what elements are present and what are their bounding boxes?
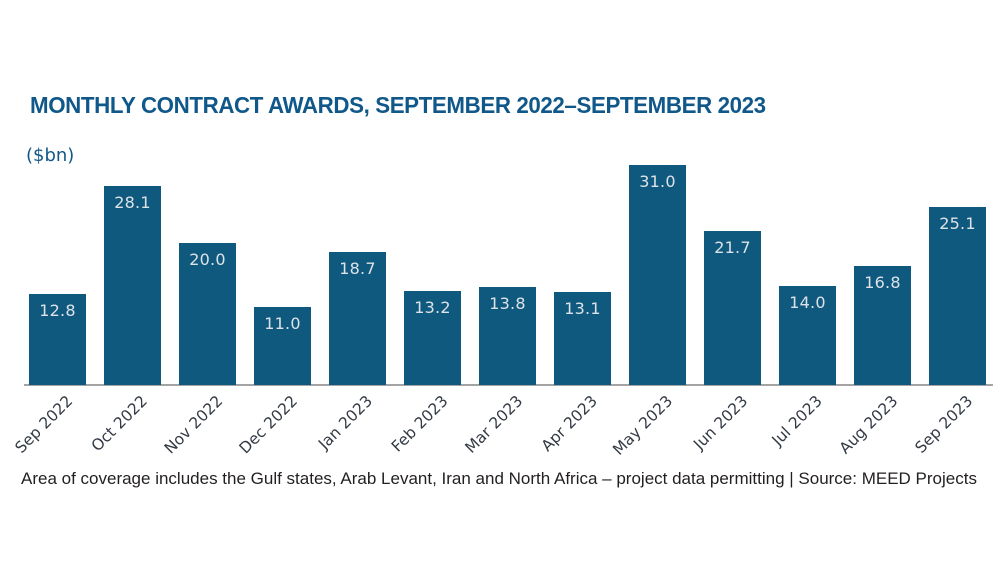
- bar-sep-2022: 12.8: [29, 294, 86, 385]
- source-footnote: Area of coverage includes the Gulf state…: [21, 469, 977, 488]
- x-axis-line: [24, 384, 993, 386]
- chart-title: MONTHLY CONTRACT AWARDS, SEPTEMBER 2022–…: [30, 92, 766, 118]
- bar-oct-2022: 28.1: [104, 186, 161, 385]
- x-tick-label: Oct 2022: [88, 392, 152, 456]
- bar-value-label: 31.0: [639, 172, 676, 191]
- bar-value-label: 13.8: [489, 294, 526, 313]
- bar-mar-2023: 13.8: [479, 287, 536, 385]
- x-tick-label: Dec 2022: [235, 392, 302, 458]
- x-tick-label: Jul 2023: [768, 392, 827, 450]
- bar-value-label: 13.1: [564, 299, 601, 318]
- bar-sep-2023: 25.1: [929, 207, 986, 385]
- bar-value-label: 25.1: [939, 214, 976, 233]
- x-tick-label: Jun 2023: [689, 392, 752, 454]
- x-tick-label: Mar 2023: [461, 392, 527, 457]
- bar-value-label: 18.7: [339, 259, 376, 278]
- bar-value-label: 11.0: [264, 314, 301, 333]
- chart-unit-label: ($bn): [26, 145, 75, 166]
- x-tick-label: Feb 2023: [387, 392, 452, 456]
- bar-jul-2023: 14.0: [779, 286, 836, 385]
- bar-value-label: 16.8: [864, 273, 901, 292]
- bar-value-label: 14.0: [789, 293, 826, 312]
- x-tick-label: May 2023: [609, 392, 677, 459]
- x-tick-label: Jan 2023: [315, 392, 377, 454]
- x-tick-label: Apr 2023: [538, 392, 602, 456]
- bar-feb-2023: 13.2: [404, 291, 461, 385]
- bar-value-label: 21.7: [714, 238, 751, 257]
- bar-dec-2022: 11.0: [254, 307, 311, 385]
- bar-value-label: 12.8: [39, 301, 76, 320]
- bar-apr-2023: 13.1: [554, 292, 611, 385]
- x-tick-label: Aug 2023: [835, 392, 902, 458]
- bar-jun-2023: 21.7: [704, 231, 761, 385]
- x-tick-label: Sep 2023: [911, 392, 977, 457]
- bar-jan-2023: 18.7: [329, 252, 386, 385]
- x-tick-label: Sep 2022: [11, 392, 77, 457]
- bar-nov-2022: 20.0: [179, 243, 236, 385]
- bar-aug-2023: 16.8: [854, 266, 911, 385]
- x-tick-label: Nov 2022: [160, 392, 227, 458]
- bar-value-label: 20.0: [189, 250, 226, 269]
- bar-value-label: 13.2: [414, 298, 451, 317]
- bar-may-2023: 31.0: [629, 165, 686, 385]
- bar-value-label: 28.1: [114, 193, 151, 212]
